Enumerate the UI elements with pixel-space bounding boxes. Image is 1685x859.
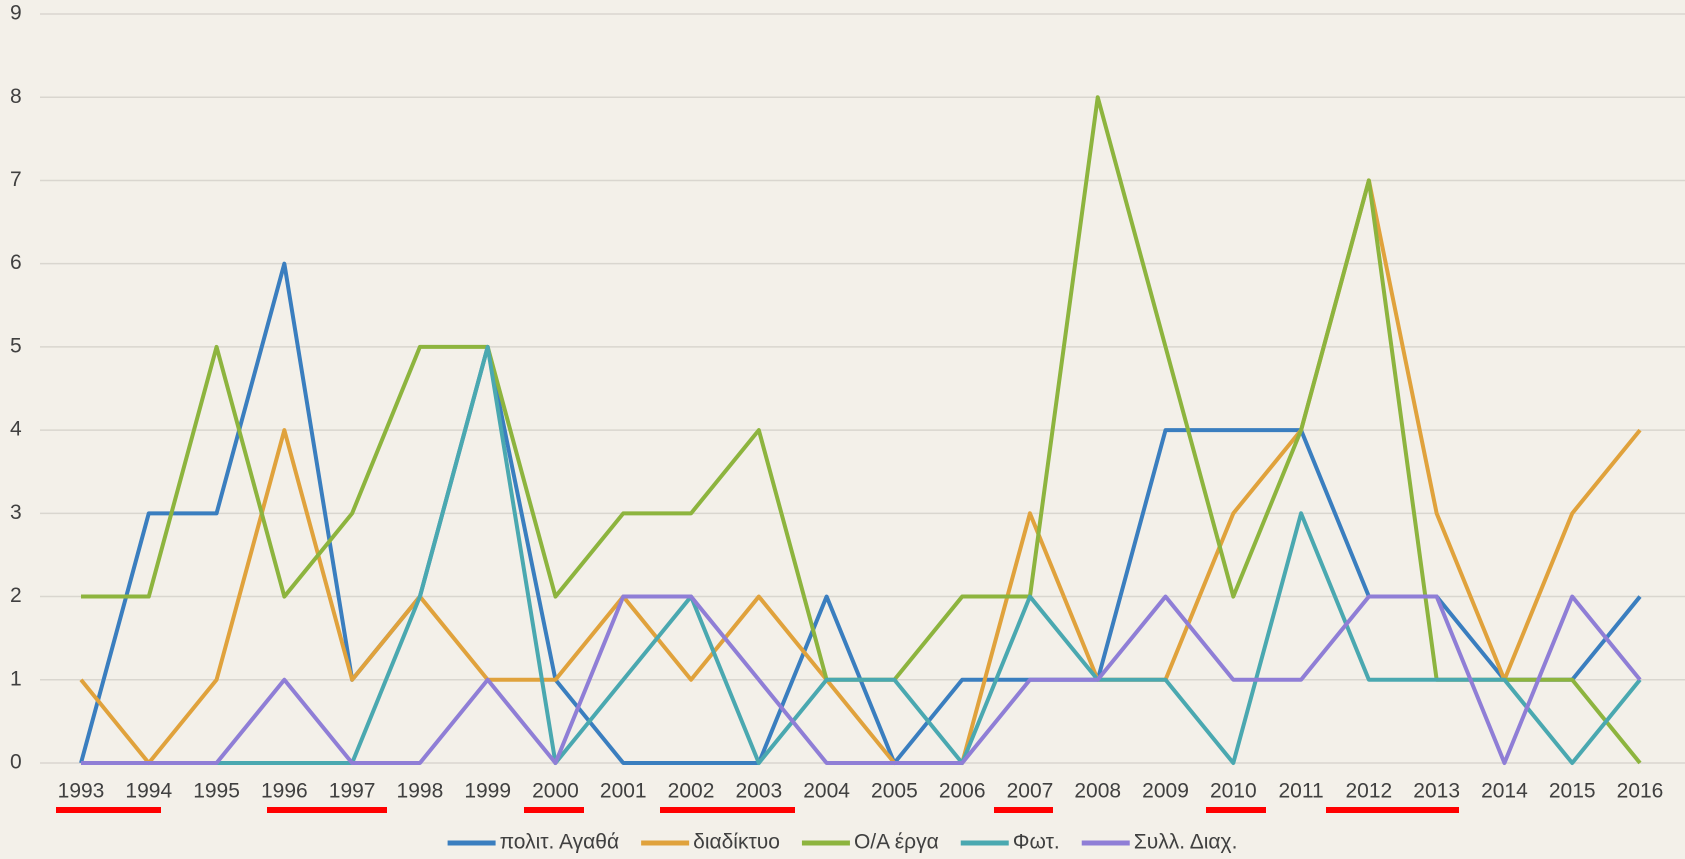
x-tick-label: 1994 <box>125 780 172 803</box>
y-tick-label: 2 <box>10 584 22 607</box>
highlight <box>524 807 584 813</box>
series-line <box>81 594 1642 765</box>
legend-label: Φωτ. <box>1013 831 1060 854</box>
highlight <box>660 807 795 813</box>
x-tick-label: 2006 <box>939 780 986 803</box>
x-tick-label: 2015 <box>1549 780 1596 803</box>
y-tick-label: 6 <box>10 251 22 274</box>
highlight <box>1326 807 1459 813</box>
x-tick-label: 2008 <box>1074 780 1121 803</box>
x-tick-label: 1999 <box>464 780 511 803</box>
x-tick-label: 2005 <box>871 780 918 803</box>
x-tick-label: 2016 <box>1617 780 1664 803</box>
highlight <box>267 807 387 813</box>
x-tick-label: 2000 <box>532 780 579 803</box>
x-tick-label: 2009 <box>1142 780 1189 803</box>
y-tick-label: 4 <box>10 418 22 441</box>
x-tick-label: 1997 <box>329 780 376 803</box>
legend-label: Συλλ. Διαχ. <box>1134 831 1238 854</box>
y-tick-label: 0 <box>10 751 22 774</box>
x-tick-label: 2014 <box>1481 780 1528 803</box>
x-tick-label: 1995 <box>193 780 240 803</box>
legend-label: Ο/Α έργα <box>854 831 939 854</box>
series-line <box>81 344 1642 765</box>
x-tick-label: 2002 <box>668 780 715 803</box>
x-tick-label: 2010 <box>1210 780 1257 803</box>
y-tick-label: 3 <box>10 501 22 524</box>
x-tick-label: 2001 <box>600 780 647 803</box>
year-highlights <box>56 807 1459 813</box>
x-tick-label: 1993 <box>58 780 105 803</box>
x-tick-label: 2004 <box>803 780 850 803</box>
x-tick-label: 1998 <box>397 780 444 803</box>
x-tick-label: 2013 <box>1413 780 1460 803</box>
x-tick-label: 1996 <box>261 780 308 803</box>
x-tick-label: 2007 <box>1007 780 1054 803</box>
x-tick-label: 2003 <box>735 780 782 803</box>
x-tick-label: 2012 <box>1346 780 1393 803</box>
series-line <box>79 178 1642 765</box>
y-tick-label: 5 <box>10 334 22 357</box>
highlight <box>56 807 161 813</box>
y-tick-label: 7 <box>10 168 22 191</box>
y-tick-label: 1 <box>10 667 22 690</box>
x-tick-label: 2011 <box>1279 780 1324 803</box>
y-tick-label: 9 <box>10 2 22 25</box>
highlight <box>1206 807 1266 813</box>
y-tick-label: 8 <box>10 85 22 108</box>
highlight <box>994 807 1053 813</box>
legend-label: πολιτ. Αγαθά <box>500 831 620 854</box>
legend-label: διαδίκτυο <box>693 831 780 854</box>
